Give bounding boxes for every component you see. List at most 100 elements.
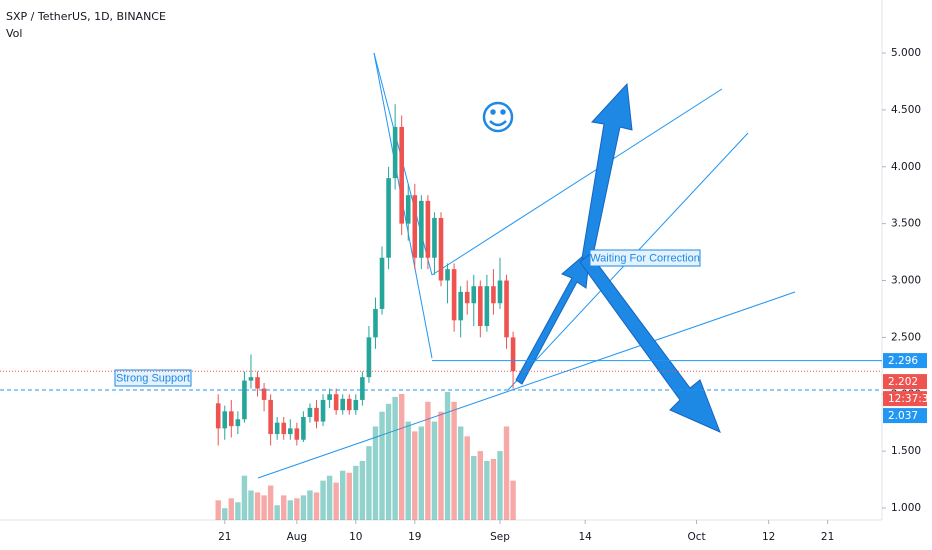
countdown-bg xyxy=(883,391,927,407)
candle-body xyxy=(353,399,359,411)
arrows xyxy=(515,82,721,433)
volume-bar xyxy=(477,451,484,520)
candle-body xyxy=(301,417,306,440)
candle-body xyxy=(484,286,490,327)
y-tick-label: 1.500 xyxy=(891,445,921,457)
volume-bar xyxy=(503,426,510,520)
arrow xyxy=(515,248,591,385)
volume-bar xyxy=(464,436,470,520)
candle-body xyxy=(333,394,339,411)
volume-bar xyxy=(222,508,228,520)
volume-bar xyxy=(392,396,398,520)
volume-bar xyxy=(359,460,366,520)
volume-bar xyxy=(444,392,451,520)
candle-body xyxy=(281,422,287,435)
candle-body xyxy=(497,280,503,304)
smiley-mouth xyxy=(489,120,507,127)
trend-line xyxy=(257,291,796,479)
channel-line xyxy=(431,88,723,276)
volume-bar xyxy=(372,426,379,520)
volume-bar xyxy=(346,472,352,520)
candle-body xyxy=(294,428,300,440)
volume-bar xyxy=(267,485,274,520)
candle-body xyxy=(399,126,404,224)
candle-body xyxy=(392,126,398,179)
candle-body xyxy=(242,380,247,420)
price-tag-bg xyxy=(883,408,927,424)
candle-body xyxy=(386,178,391,258)
y-tick-label: 3.500 xyxy=(891,218,921,230)
volume-bar xyxy=(300,495,307,520)
candle-body xyxy=(425,200,431,258)
smiley-eye xyxy=(500,109,506,115)
y-tick-label: 4.000 xyxy=(891,161,921,173)
candle-body xyxy=(229,411,234,427)
candle-body xyxy=(340,398,346,411)
price-tag: 2.037 xyxy=(888,410,918,422)
candle-body xyxy=(504,280,509,338)
volume-bar xyxy=(320,480,326,520)
candle-body xyxy=(419,200,424,258)
volume-bar xyxy=(451,401,457,520)
candle-body xyxy=(261,388,267,400)
volume-bar xyxy=(510,480,516,520)
candle-body xyxy=(307,407,313,418)
last-price-tag: 2.202 xyxy=(888,376,918,388)
volume-label: Vol xyxy=(6,27,22,40)
price-tag: 2.296 xyxy=(888,355,918,367)
candle-body xyxy=(412,195,418,258)
volume-bar xyxy=(438,411,444,520)
volume-bar xyxy=(248,490,254,520)
price-axis-bg xyxy=(882,0,932,550)
volume-bar xyxy=(254,492,261,520)
volume-bar xyxy=(412,431,418,520)
candle-body xyxy=(464,291,470,304)
volume-bar xyxy=(490,458,497,520)
candle-body xyxy=(360,377,365,400)
candle-body xyxy=(373,308,378,338)
x-tick-label: Oct xyxy=(687,531,705,543)
candle-body xyxy=(491,286,496,304)
volume-bar xyxy=(340,470,346,520)
smiley-eye xyxy=(490,109,496,115)
volume-bar xyxy=(418,426,425,520)
volume-bar xyxy=(425,401,431,520)
volume-bar xyxy=(228,498,235,520)
volume-bar xyxy=(241,475,248,520)
annotation: Waiting For Correction xyxy=(590,252,700,264)
candle-body xyxy=(478,286,483,327)
candle-body xyxy=(268,399,273,435)
candle-body xyxy=(320,399,326,422)
volume-bar xyxy=(431,421,438,520)
candle-body xyxy=(445,269,450,281)
candle-body xyxy=(438,217,444,281)
x-tick-label: Aug xyxy=(287,531,308,543)
arrow xyxy=(581,82,633,261)
x-tick-label: 19 xyxy=(408,531,421,543)
volume-bar xyxy=(497,451,503,520)
candle-body xyxy=(274,422,280,435)
candle-body xyxy=(327,394,332,400)
last-price-tag-bg xyxy=(883,374,927,390)
x-tick-label: Sep xyxy=(490,531,510,543)
volume-bar xyxy=(333,482,339,520)
volume-bar xyxy=(326,475,333,520)
volume-bar xyxy=(379,411,385,520)
candle-body xyxy=(255,377,260,389)
volume-bar xyxy=(287,500,293,520)
volume-bar xyxy=(484,460,490,520)
candle-body xyxy=(235,419,241,427)
volume-bar xyxy=(353,465,359,520)
candle-body xyxy=(248,377,254,381)
volume-bar xyxy=(398,393,405,520)
candle-body xyxy=(458,291,463,321)
candle-body xyxy=(215,403,221,429)
price-tag-bg xyxy=(883,353,927,369)
candle-body xyxy=(222,411,228,429)
y-tick-label: 1.000 xyxy=(891,502,921,514)
y-tick-label: 2.500 xyxy=(891,331,921,343)
x-tick-label: 21 xyxy=(218,531,231,543)
candle-body xyxy=(405,195,411,224)
chart-title: SXP / TetherUS, 1D, BINANCE xyxy=(6,10,166,23)
